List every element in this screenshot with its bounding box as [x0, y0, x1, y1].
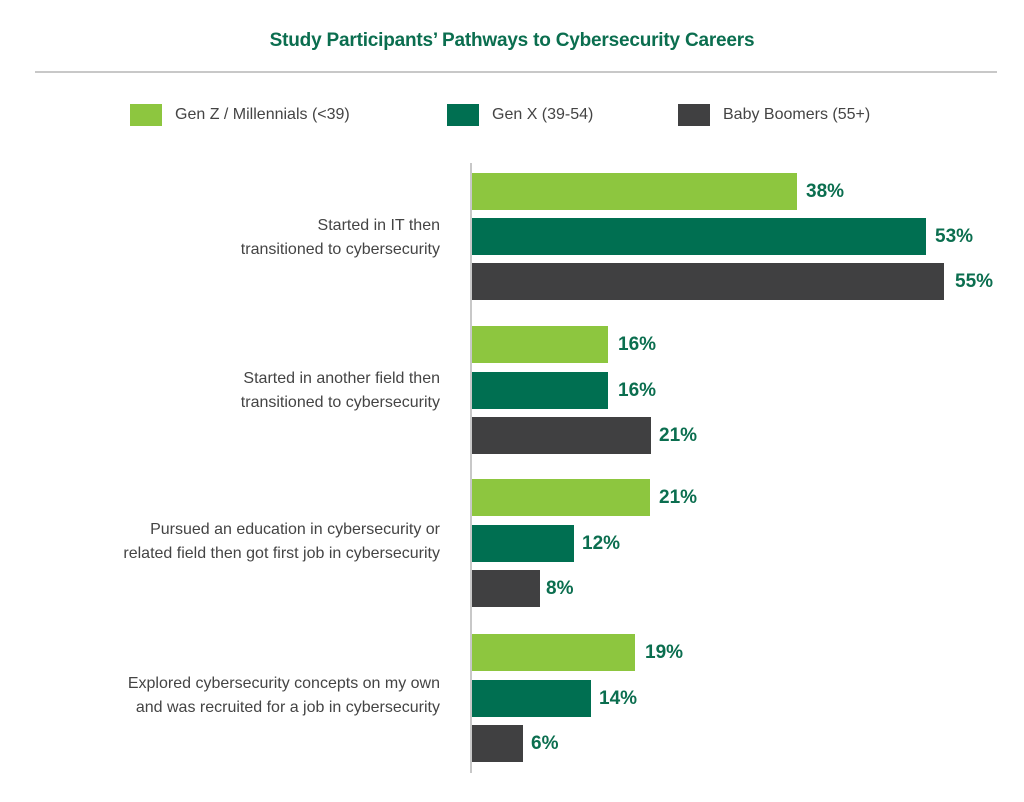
- legend-label: Baby Boomers (55+): [723, 106, 871, 123]
- bar-boomers: [472, 263, 944, 300]
- bar-boomers: [472, 417, 651, 454]
- legend-item-genz: Gen Z / Millennials (<39): [130, 104, 350, 126]
- y-axis-line: [470, 163, 472, 773]
- category-label: Explored cybersecurity concepts on my ow…: [0, 672, 440, 720]
- category-label-line: Pursued an education in cybersecurity or: [150, 521, 440, 538]
- value-label: 16%: [618, 334, 657, 355]
- value-label: 14%: [599, 688, 638, 709]
- category-label-line: and was recruited for a job in cybersecu…: [135, 699, 440, 716]
- value-label: 21%: [659, 425, 698, 446]
- legend-label: Gen X (39-54): [492, 106, 594, 123]
- value-label: 8%: [546, 578, 574, 599]
- bar-genx: [472, 218, 926, 255]
- category-label: Pursued an education in cybersecurity or…: [0, 518, 440, 566]
- bar-genx: [472, 680, 591, 717]
- value-label: 12%: [582, 533, 621, 554]
- category-label-line: transitioned to cybersecurity: [240, 394, 440, 411]
- bar-genz: [472, 634, 635, 671]
- legend: Gen Z / Millennials (<39) Gen X (39-54) …: [0, 104, 1024, 128]
- legend-swatch-genx: [447, 104, 479, 126]
- value-label: 21%: [659, 487, 698, 508]
- legend-label: Gen Z / Millennials (<39): [175, 106, 350, 123]
- value-label: 38%: [806, 181, 845, 202]
- category-label: Started in another field then transition…: [0, 367, 440, 415]
- category-label-line: transitioned to cybersecurity: [240, 241, 440, 258]
- category-label-line: Started in IT then: [317, 217, 440, 234]
- bar-genz: [472, 326, 608, 363]
- value-label: 16%: [618, 380, 657, 401]
- bar-genx: [472, 372, 608, 409]
- title-divider: [35, 71, 997, 73]
- bar-boomers: [472, 570, 540, 607]
- category-label-line: Explored cybersecurity concepts on my ow…: [127, 675, 440, 692]
- value-label: 19%: [645, 642, 684, 663]
- bar-boomers: [472, 725, 523, 762]
- bar-genx: [472, 525, 574, 562]
- category-label: Started in IT then transitioned to cyber…: [0, 214, 440, 262]
- category-label-line: Started in another field then: [243, 370, 440, 387]
- chart-title: Study Participants’ Pathways to Cybersec…: [269, 30, 755, 51]
- legend-swatch-boomers: [678, 104, 710, 126]
- category-label-line: related field then got first job in cybe…: [123, 545, 440, 562]
- value-label: 6%: [531, 733, 559, 754]
- value-label: 53%: [935, 226, 974, 247]
- legend-swatch-genz: [130, 104, 162, 126]
- bar-genz: [472, 479, 650, 516]
- legend-item-boomers: Baby Boomers (55+): [678, 104, 870, 126]
- legend-item-genx: Gen X (39-54): [447, 104, 593, 126]
- bar-genz: [472, 173, 797, 210]
- value-label: 55%: [955, 271, 994, 292]
